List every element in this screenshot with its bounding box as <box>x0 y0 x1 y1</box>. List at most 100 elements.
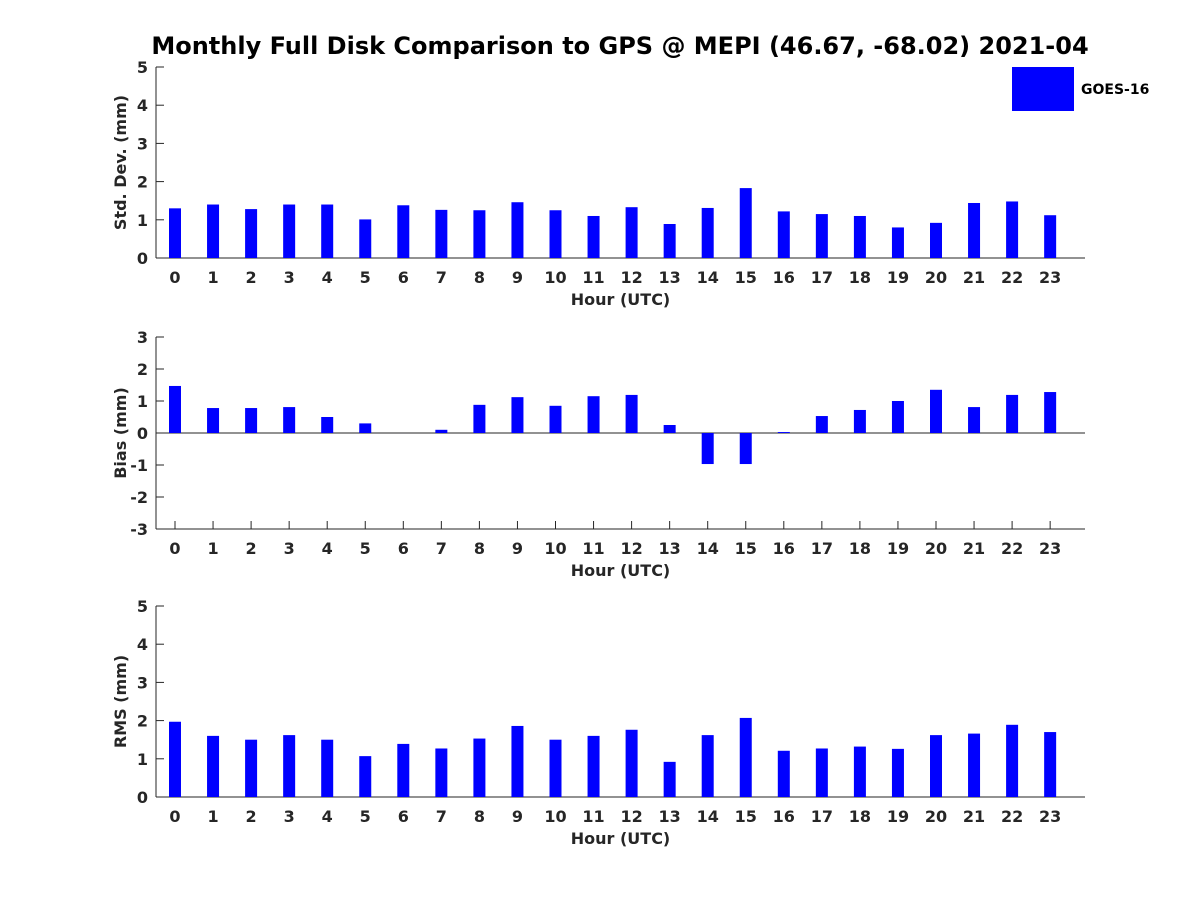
x-tick-label: 13 <box>659 539 681 558</box>
bar <box>283 407 296 433</box>
legend-swatch <box>1012 67 1074 111</box>
x-tick-label: 13 <box>659 807 681 826</box>
y-tick-label: 0 <box>137 788 148 807</box>
y-tick-label: 2 <box>137 173 148 192</box>
x-axis-label: Hour (UTC) <box>571 290 671 309</box>
bar <box>245 408 258 433</box>
bar <box>815 416 828 433</box>
x-tick-label: 22 <box>1001 807 1023 826</box>
x-tick-label: 15 <box>735 268 757 287</box>
y-tick-label: 1 <box>137 392 148 411</box>
y-tick-label: 0 <box>137 424 148 443</box>
bar <box>169 385 181 433</box>
bar <box>207 735 220 797</box>
x-tick-label: 17 <box>811 807 833 826</box>
bar <box>625 729 638 797</box>
x-tick-label: 1 <box>207 268 218 287</box>
y-axis-label: Std. Dev. (mm) <box>111 95 130 230</box>
bar <box>777 750 790 797</box>
bar <box>853 746 866 797</box>
x-tick-label: 6 <box>398 268 409 287</box>
x-tick-label: 16 <box>773 268 795 287</box>
bar <box>435 748 448 797</box>
x-tick-label: 20 <box>925 268 947 287</box>
y-tick-label: 3 <box>137 134 148 153</box>
x-tick-label: 10 <box>544 539 566 558</box>
bar <box>1044 732 1057 797</box>
x-tick-label: 2 <box>246 539 257 558</box>
bar <box>283 735 296 797</box>
bar <box>891 748 904 797</box>
bar <box>169 208 181 258</box>
bar <box>777 432 790 433</box>
bar <box>473 404 486 433</box>
bar <box>930 222 942 258</box>
bar <box>397 743 410 797</box>
bar <box>1044 392 1057 433</box>
x-tick-label: 10 <box>544 268 566 287</box>
x-tick-label: 9 <box>512 539 523 558</box>
bar <box>397 205 410 258</box>
x-tick-label: 19 <box>887 539 909 558</box>
y-tick-label: 5 <box>137 58 148 77</box>
bar <box>968 733 981 797</box>
bar <box>511 397 524 433</box>
bar <box>930 735 942 797</box>
x-tick-label: 4 <box>322 807 333 826</box>
bar <box>739 717 752 797</box>
y-tick-label: 1 <box>137 750 148 769</box>
bar <box>587 396 600 433</box>
y-tick-label: 4 <box>137 635 148 654</box>
x-tick-label: 16 <box>773 539 795 558</box>
x-tick-label: 12 <box>620 807 642 826</box>
x-tick-label: 22 <box>1001 268 1023 287</box>
x-tick-label: 4 <box>322 539 333 558</box>
y-tick-label: 3 <box>137 328 148 347</box>
x-tick-label: 12 <box>620 539 642 558</box>
bar <box>321 739 334 797</box>
x-tick-label: 9 <box>512 807 523 826</box>
bar <box>701 433 714 465</box>
y-tick-label: 0 <box>137 249 148 268</box>
bar <box>701 735 714 797</box>
x-tick-label: 18 <box>849 807 871 826</box>
bar <box>968 202 981 258</box>
x-tick-label: 20 <box>925 807 947 826</box>
x-tick-label: 0 <box>169 539 180 558</box>
bar <box>891 401 904 433</box>
bar <box>625 207 638 258</box>
x-tick-label: 3 <box>284 807 295 826</box>
x-tick-label: 21 <box>963 539 985 558</box>
y-tick-label: 5 <box>137 597 148 616</box>
x-tick-label: 0 <box>169 807 180 826</box>
x-tick-label: 11 <box>582 807 604 826</box>
x-tick-label: 12 <box>620 268 642 287</box>
bar <box>930 389 942 433</box>
x-tick-label: 14 <box>697 807 719 826</box>
x-tick-label: 5 <box>360 268 371 287</box>
x-tick-label: 19 <box>887 807 909 826</box>
x-tick-label: 6 <box>398 807 409 826</box>
x-tick-label: 6 <box>398 539 409 558</box>
bar <box>435 209 448 258</box>
bar <box>549 210 562 258</box>
x-tick-label: 18 <box>849 539 871 558</box>
x-tick-label: 22 <box>1001 539 1023 558</box>
bar <box>1006 724 1019 797</box>
x-tick-label: 7 <box>436 807 447 826</box>
bar <box>207 204 220 258</box>
y-axis-label: RMS (mm) <box>111 655 130 748</box>
x-tick-label: 1 <box>207 539 218 558</box>
legend: GOES-16 <box>1012 67 1149 111</box>
legend-label: GOES-16 <box>1081 82 1149 98</box>
bar <box>549 739 562 797</box>
x-tick-label: 3 <box>284 539 295 558</box>
x-tick-label: 8 <box>474 807 485 826</box>
bar <box>815 214 828 258</box>
x-tick-label: 4 <box>322 268 333 287</box>
x-tick-label: 8 <box>474 268 485 287</box>
x-tick-label: 21 <box>963 807 985 826</box>
